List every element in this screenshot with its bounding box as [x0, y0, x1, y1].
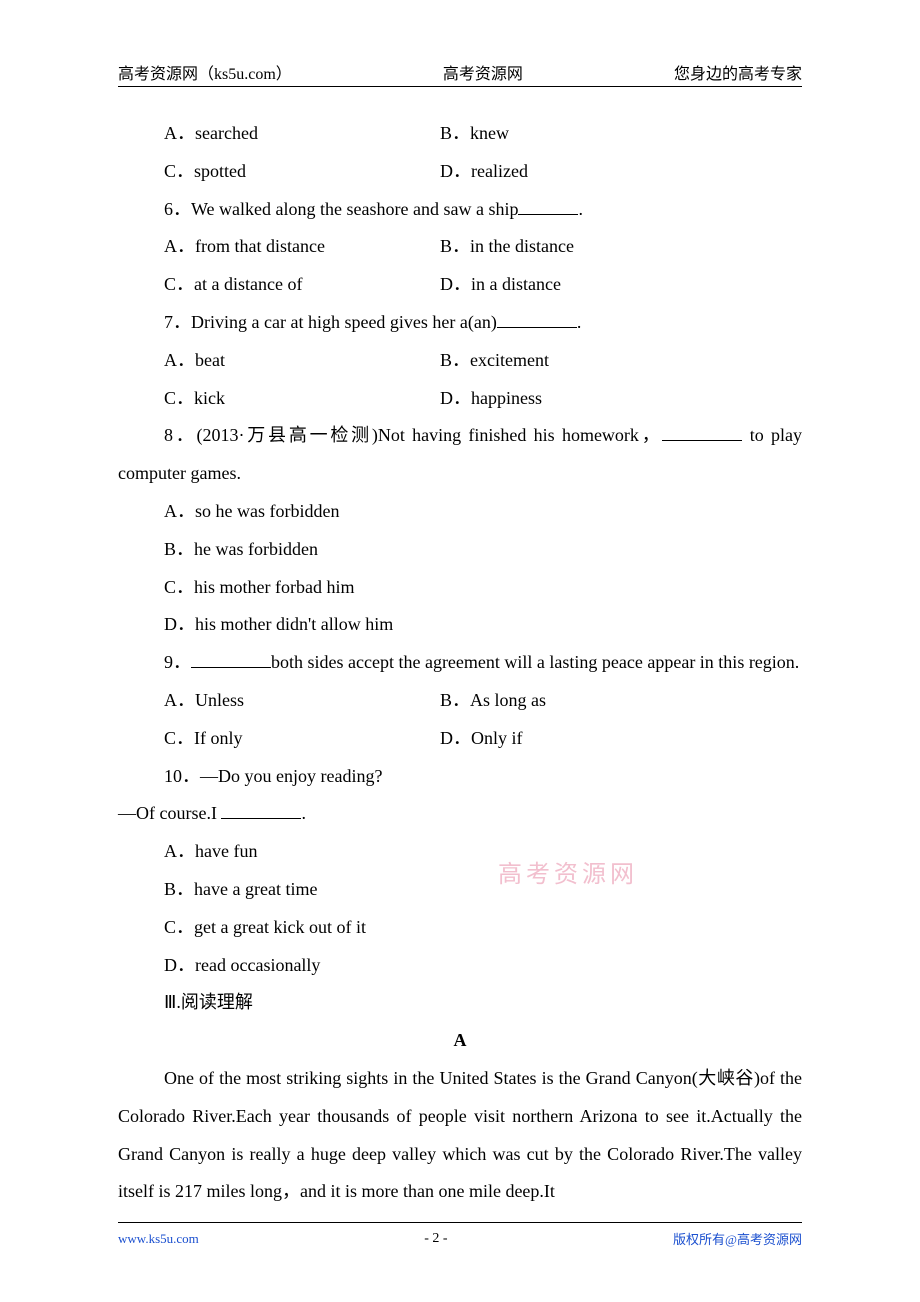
- q5-row1: A．searched B．knew: [118, 115, 802, 153]
- footer-right: 版权所有@高考资源网: [673, 1229, 802, 1248]
- q10-line2: —Of course.I .: [118, 795, 802, 833]
- q6-blank: [518, 197, 578, 215]
- q6-row2: C．at a distance of D．in a distance: [118, 266, 802, 304]
- q10-line2-post: .: [301, 803, 306, 823]
- q10-line1: 10．—Do you enjoy reading?: [118, 758, 802, 796]
- passage-label: A: [118, 1022, 802, 1060]
- document-content: A．searched B．knew C．spotted D．realized 6…: [118, 115, 802, 1211]
- q7-row1: A．beat B．excitement: [118, 342, 802, 380]
- q6-stem: 6．We walked along the seashore and saw a…: [118, 191, 802, 229]
- page-footer: www.ks5u.com - 2 - 版权所有@高考资源网: [118, 1222, 802, 1248]
- q7-blank: [497, 310, 577, 328]
- header-center: 高考资源网: [443, 60, 523, 84]
- q7-option-c: C．kick: [164, 380, 440, 418]
- q9-row2: C．If only D．Only if: [118, 720, 802, 758]
- passage-text: One of the most striking sights in the U…: [118, 1060, 802, 1211]
- q5-option-b: B．knew: [440, 115, 802, 153]
- q7-option-b: B．excitement: [440, 342, 802, 380]
- q8-blank: [662, 423, 742, 441]
- q9-blank: [191, 650, 271, 668]
- q6-option-a: A．from that distance: [164, 228, 440, 266]
- q5-option-c: C．spotted: [164, 153, 440, 191]
- q8-option-b: B．he was forbidden: [118, 531, 802, 569]
- q8-option-d: D．his mother didn't allow him: [118, 606, 802, 644]
- q7-stem-pre: 7．Driving a car at high speed gives her …: [164, 312, 497, 332]
- q8-option-c: C．his mother forbad him: [118, 569, 802, 607]
- q9-stem-pre: 9．: [164, 652, 191, 672]
- q6-option-b: B．in the distance: [440, 228, 802, 266]
- q9-row1: A．Unless B．As long as: [118, 682, 802, 720]
- q6-stem-pre: 6．We walked along the seashore and saw a…: [164, 199, 518, 219]
- q6-option-c: C．at a distance of: [164, 266, 440, 304]
- q9-option-a: A．Unless: [164, 682, 440, 720]
- q8-stem: 8．(2013·万县高一检测)Not having finished his h…: [118, 417, 802, 493]
- q5-option-d: D．realized: [440, 153, 802, 191]
- q6-stem-post: .: [578, 199, 583, 219]
- section-3-title: Ⅲ.阅读理解: [118, 984, 802, 1022]
- q10-option-d: D．read occasionally: [118, 947, 802, 985]
- q8-stem-pre: 8．(2013·万县高一检测)Not having finished his h…: [164, 425, 662, 445]
- page-header: 高考资源网（ks5u.com） 高考资源网 您身边的高考专家: [118, 60, 802, 87]
- q7-stem-post: .: [577, 312, 582, 332]
- q7-stem: 7．Driving a car at high speed gives her …: [118, 304, 802, 342]
- q10-option-c: C．get a great kick out of it: [118, 909, 802, 947]
- q6-row1: A．from that distance B．in the distance: [118, 228, 802, 266]
- q5-option-a: A．searched: [164, 115, 440, 153]
- footer-left: www.ks5u.com: [118, 1231, 199, 1247]
- q5-row2: C．spotted D．realized: [118, 153, 802, 191]
- q9-option-d: D．Only if: [440, 720, 802, 758]
- footer-page-number: - 2 -: [424, 1231, 447, 1247]
- q9-stem: 9． both sides accept the agreement will a…: [118, 644, 802, 682]
- q10-blank: [221, 801, 301, 819]
- header-left: 高考资源网（ks5u.com）: [118, 60, 292, 84]
- q9-option-b: B．As long as: [440, 682, 802, 720]
- q7-option-a: A．beat: [164, 342, 440, 380]
- q9-stem-post: both sides accept the agreement will a l…: [271, 652, 799, 672]
- q10-line2-pre: —Of course.I: [118, 803, 221, 823]
- q10-option-a: A．have fun: [118, 833, 802, 871]
- q10-option-b: B．have a great time: [118, 871, 802, 909]
- q7-option-d: D．happiness: [440, 380, 802, 418]
- q8-option-a: A．so he was forbidden: [118, 493, 802, 531]
- q9-option-c: C．If only: [164, 720, 440, 758]
- header-right: 您身边的高考专家: [674, 60, 802, 84]
- q7-row2: C．kick D．happiness: [118, 380, 802, 418]
- q6-option-d: D．in a distance: [440, 266, 802, 304]
